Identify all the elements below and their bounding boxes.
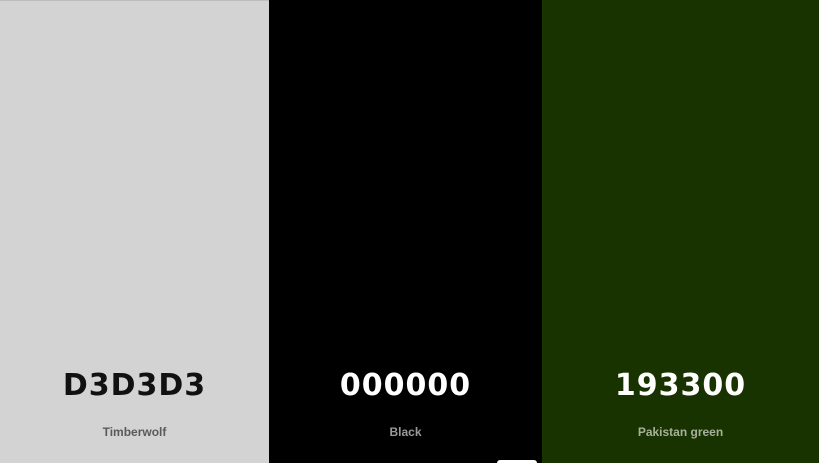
hex-code[interactable]: D3D3D3 [62, 368, 207, 403]
bottom-handle[interactable] [497, 460, 537, 463]
hex-code[interactable]: 000000 [339, 368, 472, 403]
swatch-black[interactable]: 000000 Black [269, 0, 542, 463]
swatch-timberwolf[interactable]: D3D3D3 Timberwolf [0, 0, 269, 463]
hex-code[interactable]: 193300 [614, 368, 747, 403]
color-name: Black [389, 425, 422, 439]
color-name: Timberwolf [102, 425, 167, 439]
top-divider [0, 0, 269, 1]
swatch-pakistan-green[interactable]: 193300 Pakistan green [542, 0, 819, 463]
color-name: Pakistan green [637, 425, 724, 439]
